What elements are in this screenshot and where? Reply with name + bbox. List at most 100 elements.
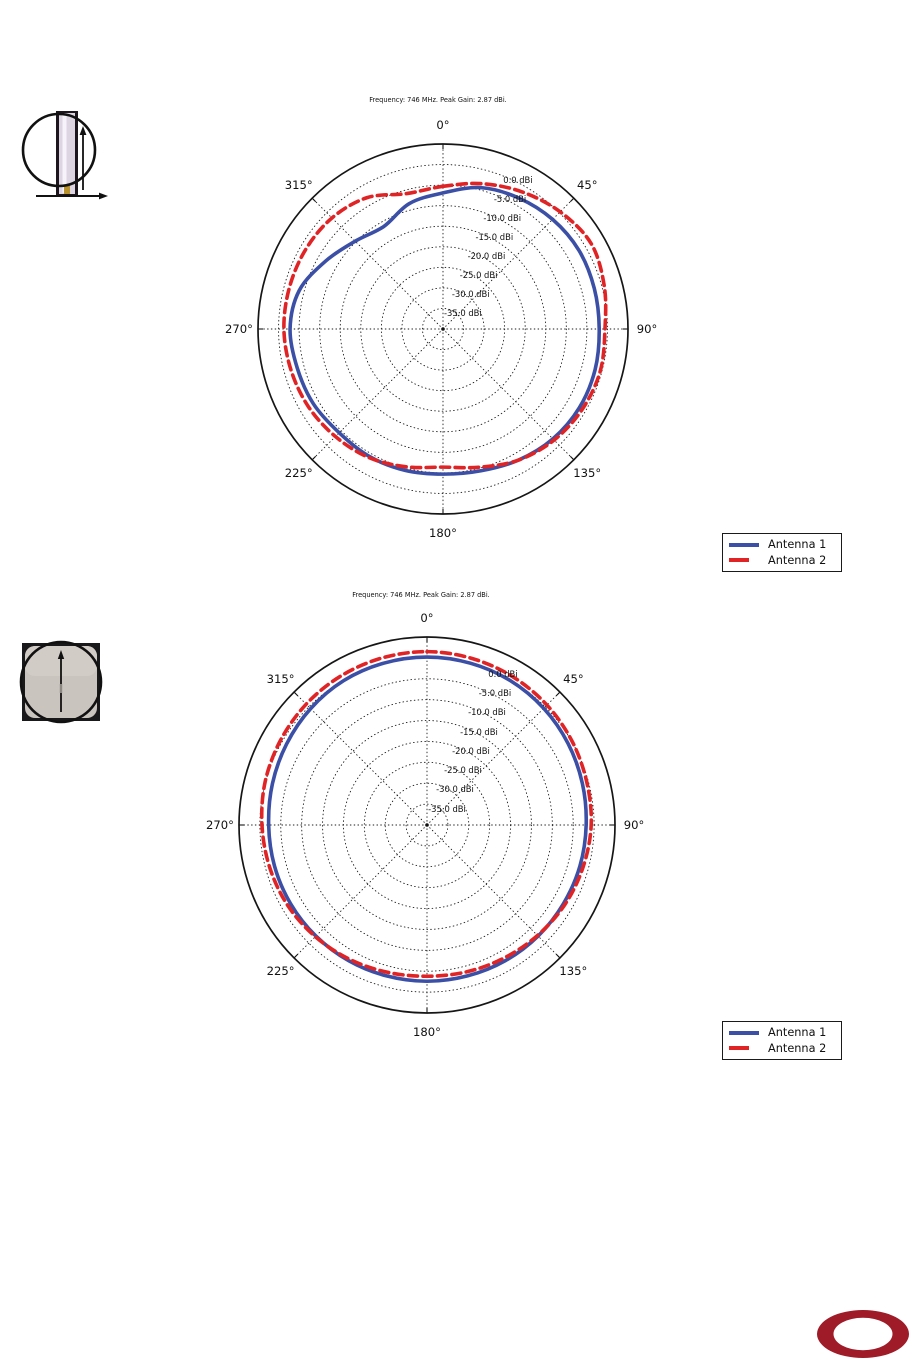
ring-label: -5.0 dBi bbox=[493, 194, 527, 205]
legend-label-antenna1: Antenna 1 bbox=[768, 538, 827, 552]
r-gridline bbox=[401, 287, 485, 371]
theta-tick bbox=[569, 455, 575, 461]
polar-plot-2 bbox=[238, 636, 616, 1014]
company-logo-oval bbox=[817, 1310, 909, 1358]
angle-label-0: 0° bbox=[420, 611, 434, 625]
theta-tick bbox=[293, 954, 298, 959]
theta-gridline bbox=[426, 824, 561, 959]
angle-label-270: 270° bbox=[206, 818, 234, 832]
right-arrow-head bbox=[99, 192, 108, 200]
angle-label-180: 180° bbox=[429, 526, 457, 540]
theta-tick bbox=[293, 691, 298, 696]
legend-entry-antenna1: Antenna 1 bbox=[729, 538, 835, 551]
r-gridline bbox=[319, 205, 567, 453]
r-gridline bbox=[384, 782, 470, 868]
ring-label: -15.0 dBi bbox=[475, 232, 514, 243]
angle-label-225: 225° bbox=[284, 466, 313, 481]
curve-antenna-2 bbox=[282, 181, 608, 470]
plot2-legend: Antenna 1 Antenna 2 bbox=[722, 1021, 842, 1060]
legend-entry-antenna2: Antenna 2 bbox=[729, 1042, 835, 1055]
orientation-circle bbox=[21, 112, 97, 188]
orientation-icon-plot2 bbox=[19, 640, 103, 724]
curve-antenna-1 bbox=[266, 655, 589, 984]
angle-label-315: 315° bbox=[284, 177, 313, 192]
angle-label-135: 135° bbox=[573, 466, 602, 481]
angle-label-90: 90° bbox=[636, 322, 658, 336]
plot1-legend: Antenna 1 Antenna 2 bbox=[722, 533, 842, 572]
up-arrow-head bbox=[57, 650, 65, 659]
ring-label: 0.0 dBi bbox=[488, 668, 518, 679]
antenna-connector bbox=[64, 186, 70, 194]
legend-line-antenna2 bbox=[729, 558, 749, 563]
theta-tick bbox=[556, 691, 561, 696]
ring-label: -15.0 dBi bbox=[460, 726, 498, 737]
polar-center-dot bbox=[441, 327, 445, 331]
antenna-photo-highlight bbox=[62, 114, 67, 193]
r-gridline bbox=[405, 803, 449, 847]
ring-label: -30.0 dBi bbox=[451, 289, 490, 300]
up-arrow-head bbox=[79, 126, 87, 135]
theta-gridline bbox=[311, 197, 444, 330]
orientation-circle bbox=[19, 640, 103, 724]
plot1-title: Frequency: 746 MHz. Peak Gain: 2.87 dBi. bbox=[369, 96, 507, 104]
legend-entry-antenna2: Antenna 2 bbox=[729, 554, 835, 567]
polar-center-dot bbox=[425, 823, 429, 827]
angle-label-180: 180° bbox=[413, 1025, 441, 1039]
r-gridline bbox=[301, 699, 553, 951]
angle-label-135: 135° bbox=[559, 964, 588, 979]
legend-label-antenna1: Antenna 1 bbox=[768, 1026, 827, 1040]
feed-point-mark bbox=[59, 684, 63, 693]
angle-label-315: 315° bbox=[266, 671, 295, 686]
ring-label: 0.0 dBi bbox=[503, 175, 533, 186]
ring-label: -30.0 dBi bbox=[436, 784, 474, 795]
theta-gridline bbox=[311, 328, 444, 461]
r-gridline bbox=[360, 246, 526, 412]
plot2-title: Frequency: 746 MHz. Peak Gain: 2.87 dBi. bbox=[352, 591, 490, 599]
theta-tick bbox=[556, 954, 561, 959]
legend-label-antenna2: Antenna 2 bbox=[768, 553, 827, 567]
theta-gridline bbox=[293, 691, 428, 826]
r-gridline bbox=[298, 184, 588, 474]
legend-label-antenna2: Antenna 2 bbox=[768, 1041, 827, 1055]
ring-label: -5.0 dBi bbox=[478, 687, 512, 698]
angle-label-45: 45° bbox=[576, 177, 598, 192]
legend-entry-antenna1: Antenna 1 bbox=[729, 1026, 835, 1039]
theta-gridline bbox=[442, 328, 575, 461]
angle-label-45: 45° bbox=[563, 671, 584, 686]
theta-tick bbox=[311, 455, 317, 461]
ring-label: -35.0 dBi bbox=[443, 308, 482, 318]
ring-label: -25.0 dBi bbox=[459, 270, 498, 281]
theta-tick bbox=[311, 197, 317, 203]
ring-label: -35.0 dBi bbox=[428, 803, 466, 814]
legend-line-antenna2 bbox=[729, 1046, 749, 1051]
r-gridline bbox=[280, 678, 574, 972]
theta-tick bbox=[569, 197, 575, 203]
polar-plot-1 bbox=[257, 143, 629, 515]
r-gridline bbox=[278, 164, 608, 494]
ring-label: -10.0 dBi bbox=[468, 707, 506, 718]
ring-label: -20.0 dBi bbox=[452, 745, 490, 756]
ring-label: -20.0 dBi bbox=[467, 251, 506, 262]
angle-label-90: 90° bbox=[623, 818, 645, 832]
r-gridline bbox=[339, 225, 547, 433]
r-gridline bbox=[380, 266, 506, 392]
theta-gridline bbox=[293, 824, 428, 959]
r-gridline bbox=[421, 307, 465, 351]
theta-gridline bbox=[426, 691, 561, 826]
r-gridline bbox=[322, 720, 532, 930]
legend-line-antenna1 bbox=[729, 542, 759, 547]
curve-antenna-2 bbox=[259, 649, 594, 979]
theta-gridline bbox=[442, 197, 575, 330]
angle-label-270: 270° bbox=[225, 322, 253, 336]
ring-label: -25.0 dBi bbox=[444, 765, 482, 776]
r-gridline bbox=[363, 761, 491, 889]
angle-label-0: 0° bbox=[436, 118, 450, 132]
legend-line-antenna1 bbox=[729, 1030, 759, 1035]
curve-antenna-1 bbox=[288, 185, 602, 476]
orientation-icon-plot1 bbox=[21, 111, 108, 200]
r-gridline bbox=[342, 740, 512, 910]
antenna-photo-body bbox=[59, 113, 75, 194]
ring-label: -10.0 dBi bbox=[483, 213, 522, 224]
